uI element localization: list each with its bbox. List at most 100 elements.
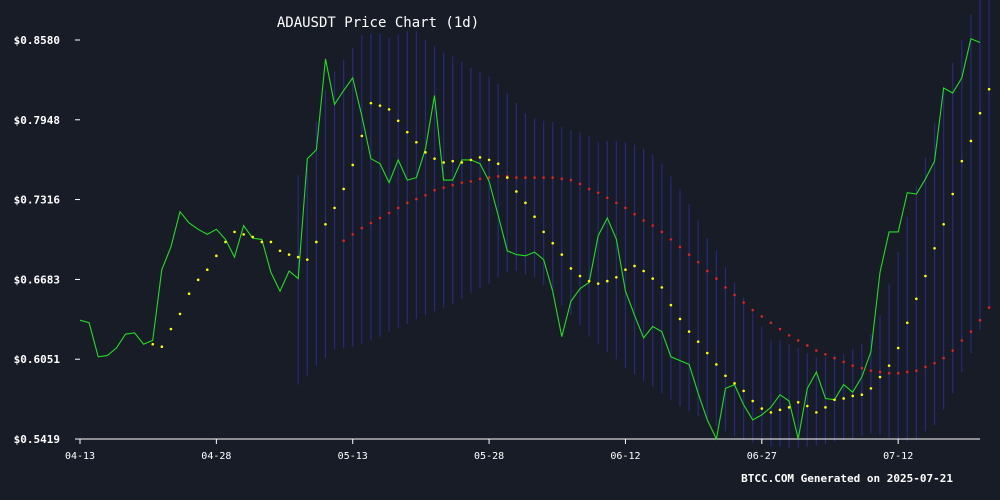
ma-slow-point [696, 260, 700, 264]
ma-slow-point [387, 211, 391, 215]
ma-slow-point [496, 175, 500, 178]
ma-fast-point [824, 406, 827, 409]
ma-fast-point [369, 101, 373, 105]
ma-slow-point [405, 201, 409, 205]
ma-slow-point [578, 182, 582, 186]
ma-fast-point [905, 321, 909, 325]
chart-footer: BTCC.COM Generated on 2025-07-21 [741, 472, 953, 485]
ma-slow-point [705, 269, 709, 273]
ma-fast-point [442, 161, 445, 164]
ma-slow-point [887, 371, 891, 375]
ma-fast-point [496, 162, 500, 166]
ma-fast-point [860, 393, 864, 396]
ma-slow-point [424, 193, 427, 197]
ma-slow-point [851, 364, 855, 367]
ma-fast-point [187, 292, 191, 296]
ma-slow-point [869, 369, 873, 373]
ma-slow-point [451, 183, 455, 187]
ma-slow-point [715, 277, 718, 280]
chart-title: ADAUSDT Price Chart (1d) [277, 15, 479, 31]
ma-fast-point [160, 345, 164, 349]
ma-slow-point [769, 321, 773, 325]
ma-fast-point [942, 222, 945, 226]
ma-slow-point [796, 339, 800, 342]
ma-fast-point [651, 277, 655, 280]
ma-fast-point [278, 249, 282, 253]
x-tick-label: 05-28 [474, 451, 504, 462]
ma-slow-point [515, 176, 518, 179]
ma-slow-point [915, 369, 918, 373]
bands-layer [297, 0, 990, 448]
ma-slow-point [433, 188, 436, 192]
ma-fast-point [878, 375, 882, 379]
ma-fast-point [424, 151, 427, 154]
axis-layer: $0.5419 $0.6051 $0.6683 $0.7316 $0.7948 $0.85… [14, 34, 980, 462]
ma-slow-point [978, 318, 982, 322]
ma-slow-point [824, 353, 827, 356]
ma-fast-point [633, 264, 636, 268]
ma-fast-point [687, 330, 691, 333]
ma-fast-point [196, 278, 200, 282]
ma-fast-point [705, 351, 709, 355]
ma-fast-point [833, 398, 836, 402]
ma-fast-point [315, 240, 318, 244]
ma-fast-point [987, 87, 991, 91]
ma-fast-point [787, 406, 791, 409]
ma-fast-point [796, 400, 800, 404]
ma-fast-point [887, 364, 891, 367]
ma-fast-point [469, 158, 473, 162]
ma-slow-point [633, 212, 636, 216]
ma-slow-point [678, 245, 682, 249]
ma-slow-point [378, 216, 382, 220]
y-tick-label: $0.6683 [14, 273, 60, 286]
ma-slow-point [933, 361, 936, 365]
ma-slow-point [596, 191, 600, 195]
ma-fast-point [151, 342, 155, 346]
ma-fast-point [615, 276, 618, 279]
ma-fast-point [478, 156, 482, 159]
ma-fast-point [360, 134, 364, 138]
ma-slow-point [551, 176, 555, 179]
ma-slow-point [624, 206, 627, 210]
ma-fast-point [915, 297, 918, 301]
ma-slow-point [742, 301, 745, 304]
ma-slow-point [651, 224, 655, 227]
price-line [79, 37, 981, 441]
ma-slow-point [542, 176, 545, 179]
ma-slow-point [787, 334, 791, 337]
ma-fast-point [978, 111, 982, 115]
ma-fast-point [560, 253, 564, 256]
ma-slow-point [805, 344, 809, 347]
ma-slow-point [478, 177, 482, 181]
ma-fast-point [433, 157, 436, 160]
ma-fast-point [587, 279, 591, 283]
ma-slow-point [460, 181, 464, 184]
ma-fast-point [251, 235, 255, 239]
ma-slow-point [396, 206, 400, 210]
ma-fast-point [769, 411, 773, 414]
x-tick-label: 07-12 [883, 451, 913, 462]
ma-slow-point [560, 177, 564, 181]
ma-slow-point [860, 366, 864, 370]
ma-slow-point [533, 176, 536, 179]
ma-slow-point [751, 308, 755, 312]
ma-fast-point [378, 104, 382, 107]
ma-fast-point [551, 241, 555, 245]
ma-fast-point [751, 399, 755, 403]
ma-slow-point [960, 339, 964, 342]
x-tick-label: 05-13 [338, 451, 368, 462]
ma-fast-point [642, 269, 645, 273]
ma-fast-point [715, 363, 718, 366]
ma-slow-point [487, 176, 491, 179]
ma-fast-point [342, 187, 345, 191]
ma-fast-point [224, 240, 227, 244]
ma-slow-point [942, 356, 945, 360]
ma-fast-point [242, 233, 245, 236]
ma-slow-point [842, 360, 845, 364]
ma-fast-point [305, 258, 309, 261]
ma-fast-point [596, 282, 600, 285]
ma-slow-point [605, 196, 609, 200]
ma-fast-point [415, 140, 418, 144]
ma-fast-point [805, 404, 809, 408]
